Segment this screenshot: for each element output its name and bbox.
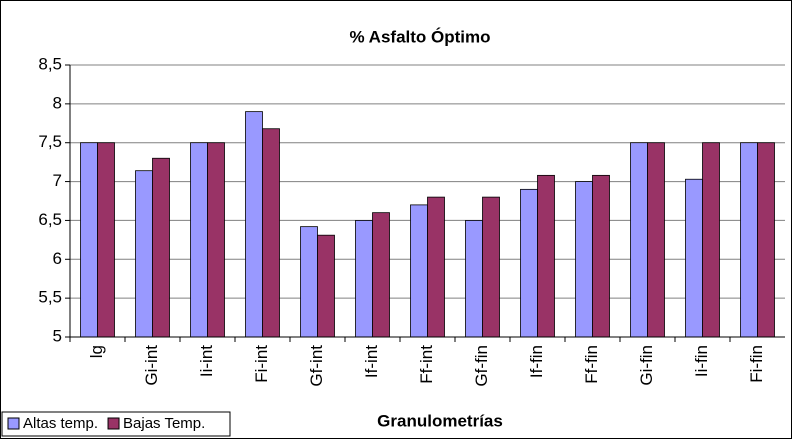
x-tick-label: Gi-fin	[637, 345, 656, 386]
bar	[740, 142, 758, 338]
chart-title: % Asfalto Óptimo	[349, 27, 490, 46]
bar	[592, 174, 610, 338]
bar	[355, 220, 373, 338]
x-tick-label: Ii-int	[197, 345, 216, 377]
bar	[152, 157, 170, 338]
bar	[190, 142, 208, 338]
legend-label: Altas temp.	[23, 415, 98, 432]
x-tick-label: Gf-int	[307, 345, 326, 387]
bar	[520, 188, 538, 338]
x-axis-title: Granulometrías	[377, 411, 503, 430]
bar	[245, 111, 263, 338]
bar	[685, 178, 703, 338]
bar	[647, 142, 665, 338]
bar	[97, 142, 115, 338]
bar	[465, 220, 483, 338]
y-tick-label: 6	[53, 249, 62, 268]
bar	[300, 226, 318, 338]
bar	[262, 128, 280, 338]
bar	[317, 234, 335, 338]
bar	[135, 170, 153, 338]
x-tick-label: Ff-fin	[582, 345, 601, 384]
y-tick-label: 6,5	[38, 210, 62, 229]
bar	[537, 174, 555, 338]
x-tick-label: If-int	[362, 345, 381, 378]
legend-label: Bajas Temp.	[123, 415, 205, 432]
x-tick-label: Ii-fin	[692, 345, 711, 377]
bar	[410, 204, 428, 338]
bar	[757, 142, 775, 338]
bar	[482, 196, 500, 338]
legend-swatch	[7, 417, 20, 430]
x-tick-label: Fi-fin	[747, 345, 766, 383]
y-tick-label: 7	[53, 171, 62, 190]
x-tick-label: Fi-int	[252, 345, 271, 383]
x-tick-label: Ff-int	[417, 345, 436, 384]
bar	[80, 142, 98, 338]
bar	[207, 142, 225, 338]
bar	[372, 212, 390, 338]
y-tick-label: 5	[53, 326, 62, 345]
bar	[630, 142, 648, 338]
x-tick-label: Gi-int	[142, 345, 161, 386]
y-tick-label: 5,5	[38, 288, 62, 307]
legend-swatch	[107, 417, 120, 430]
y-tick-label: 8,5	[38, 54, 62, 73]
bar	[702, 142, 720, 338]
x-tick-label: Gf-fin	[472, 345, 491, 387]
bar	[427, 196, 445, 338]
y-tick-label: 8	[53, 93, 62, 112]
bar	[575, 181, 593, 338]
x-tick-label: lg	[87, 345, 106, 358]
y-tick-label: 7,5	[38, 132, 62, 151]
x-tick-label: If-fin	[527, 345, 546, 378]
